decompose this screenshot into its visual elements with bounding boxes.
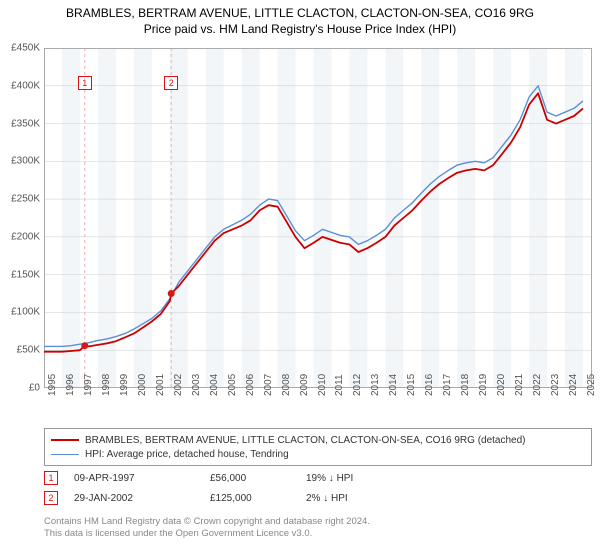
x-tick-label: 1995: [47, 374, 58, 396]
x-tick-label: 2001: [155, 374, 166, 396]
sale-date: 29-JAN-2002: [74, 493, 194, 504]
chart-sale-marker: 1: [78, 76, 92, 90]
legend-swatch: [51, 439, 79, 441]
x-tick-label: 1999: [119, 374, 130, 396]
legend-row: HPI: Average price, detached house, Tend…: [51, 447, 585, 461]
x-tick-label: 2011: [334, 374, 345, 396]
x-tick-label: 2022: [532, 374, 543, 396]
y-tick-label: £250K: [0, 194, 40, 205]
x-tick-label: 2009: [299, 374, 310, 396]
sale-row: 2 29-JAN-2002 £125,000 2% ↓ HPI: [44, 488, 592, 508]
x-tick-label: 2024: [568, 374, 579, 396]
x-tick-label: 2003: [191, 374, 202, 396]
sale-price: £125,000: [210, 493, 290, 504]
x-tick-label: 1997: [83, 374, 94, 396]
y-tick-label: £50K: [0, 345, 40, 356]
x-tick-label: 1998: [101, 374, 112, 396]
chart-area: £0£50K£100K£150K£200K£250K£300K£350K£400…: [44, 48, 592, 388]
x-tick-label: 2014: [388, 374, 399, 396]
sale-diff: 2% ↓ HPI: [306, 493, 406, 504]
y-tick-label: £350K: [0, 118, 40, 129]
sale-price: £56,000: [210, 473, 290, 484]
legend-swatch: [51, 454, 79, 455]
x-tick-label: 2000: [137, 374, 148, 396]
legend: BRAMBLES, BERTRAM AVENUE, LITTLE CLACTON…: [44, 428, 592, 466]
x-tick-label: 2010: [317, 374, 328, 396]
y-tick-label: £300K: [0, 156, 40, 167]
x-tick-label: 1996: [65, 374, 76, 396]
sale-diff: 19% ↓ HPI: [306, 473, 406, 484]
sale-marker-icon: 2: [44, 491, 58, 505]
x-tick-label: 2021: [514, 374, 525, 396]
y-tick-label: £400K: [0, 80, 40, 91]
y-tick-label: £200K: [0, 231, 40, 242]
chart-sale-marker: 2: [164, 76, 178, 90]
y-tick-label: £0: [0, 383, 40, 394]
sale-table: 1 09-APR-1997 £56,000 19% ↓ HPI 2 29-JAN…: [44, 468, 592, 508]
root: BRAMBLES, BERTRAM AVENUE, LITTLE CLACTON…: [0, 0, 600, 560]
title-subtitle: Price paid vs. HM Land Registry's House …: [0, 22, 600, 36]
footer-line: This data is licensed under the Open Gov…: [44, 528, 592, 540]
x-tick-label: 2006: [245, 374, 256, 396]
x-tick-label: 2007: [263, 374, 274, 396]
x-tick-label: 2005: [227, 374, 238, 396]
x-tick-label: 2018: [460, 374, 471, 396]
legend-row: BRAMBLES, BERTRAM AVENUE, LITTLE CLACTON…: [51, 433, 585, 447]
y-tick-label: £100K: [0, 307, 40, 318]
x-tick-label: 2025: [586, 374, 597, 396]
footer: Contains HM Land Registry data © Crown c…: [44, 516, 592, 541]
legend-label: HPI: Average price, detached house, Tend…: [85, 449, 289, 460]
legend-label: BRAMBLES, BERTRAM AVENUE, LITTLE CLACTON…: [85, 435, 526, 446]
title-block: BRAMBLES, BERTRAM AVENUE, LITTLE CLACTON…: [0, 0, 600, 36]
x-tick-label: 2019: [478, 374, 489, 396]
x-tick-label: 2004: [209, 374, 220, 396]
sale-row: 1 09-APR-1997 £56,000 19% ↓ HPI: [44, 468, 592, 488]
x-tick-label: 2002: [173, 374, 184, 396]
sale-date: 09-APR-1997: [74, 473, 194, 484]
line-chart: [44, 48, 592, 388]
x-tick-label: 2017: [442, 374, 453, 396]
x-tick-label: 2012: [352, 374, 363, 396]
x-tick-label: 2013: [370, 374, 381, 396]
y-tick-label: £450K: [0, 43, 40, 54]
x-tick-label: 2023: [550, 374, 561, 396]
x-tick-label: 2008: [281, 374, 292, 396]
x-tick-label: 2020: [496, 374, 507, 396]
y-tick-label: £150K: [0, 269, 40, 280]
sale-marker-icon: 1: [44, 471, 58, 485]
title-address: BRAMBLES, BERTRAM AVENUE, LITTLE CLACTON…: [0, 6, 600, 20]
footer-line: Contains HM Land Registry data © Crown c…: [44, 516, 592, 528]
x-tick-label: 2015: [406, 374, 417, 396]
x-tick-label: 2016: [424, 374, 435, 396]
